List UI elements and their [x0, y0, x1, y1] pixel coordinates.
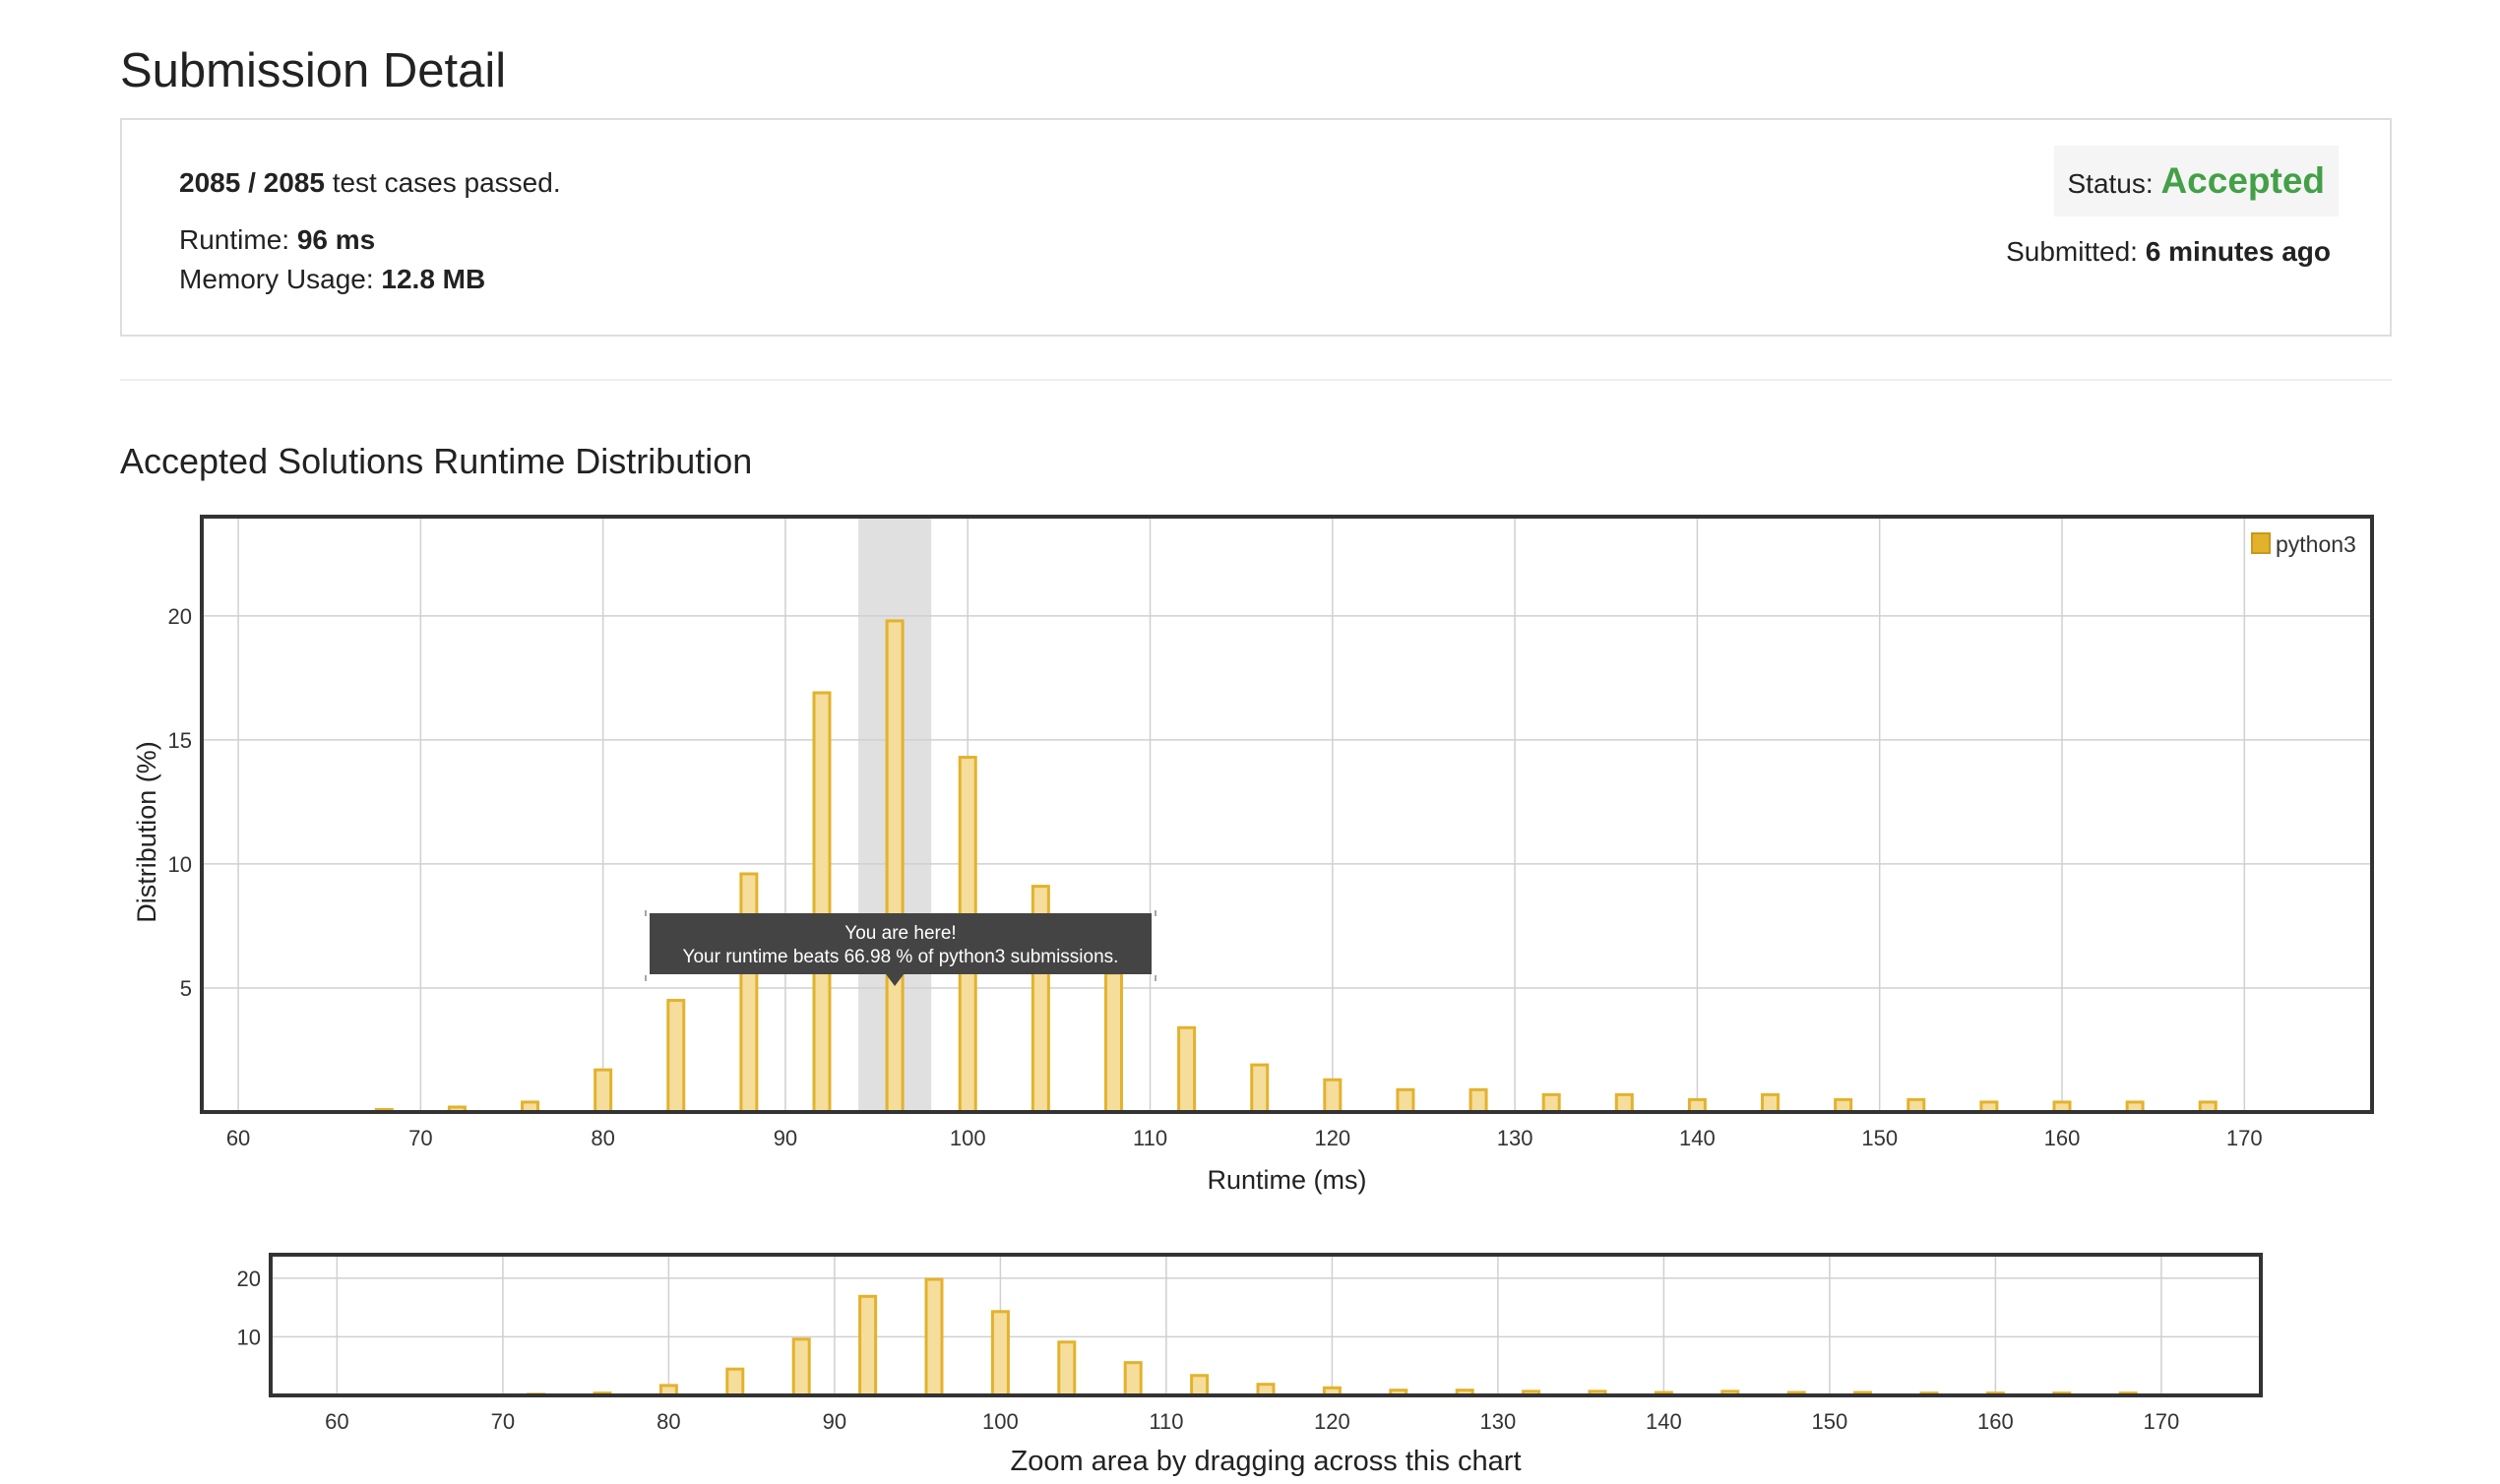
main-bar — [885, 619, 905, 1114]
tooltip-pointer — [886, 974, 905, 986]
runtime-value: 96 ms — [296, 224, 376, 255]
submitted-label: Submitted: — [2006, 236, 2146, 267]
zoom-plot-frame — [269, 1253, 2263, 1397]
main-bar — [1177, 1025, 1197, 1114]
main-x-tick-label: 100 — [950, 1126, 986, 1150]
zoom-x-tick-label: 110 — [1149, 1409, 1183, 1434]
main-bar — [1469, 1087, 1488, 1114]
main-bar — [1396, 1087, 1415, 1114]
runtime-row: Runtime: 96 ms — [179, 220, 561, 260]
zoom-bar — [858, 1294, 878, 1397]
zoom-x-tick-label: 70 — [491, 1409, 515, 1434]
test-cases-row: 2085 / 2085 test cases passed. — [179, 163, 561, 203]
main-bar — [1323, 1078, 1343, 1114]
zoom-bar — [1123, 1361, 1143, 1397]
main-y-tick-label: 10 — [168, 852, 192, 877]
zoom-x-tick-label: 60 — [325, 1409, 348, 1434]
memory-row: Memory Usage: 12.8 MB — [179, 260, 561, 299]
main-bar — [1103, 971, 1123, 1114]
main-bar — [812, 691, 832, 1114]
main-x-tick-label: 60 — [226, 1126, 250, 1150]
main-x-tick-label: 80 — [591, 1126, 614, 1150]
zoom-bar — [725, 1367, 745, 1397]
memory-value: 12.8 MB — [381, 264, 486, 294]
divider — [120, 379, 2392, 381]
zoom-x-tick-label: 170 — [2144, 1409, 2180, 1434]
main-x-tick-label: 90 — [774, 1126, 797, 1150]
main-x-tick-label: 120 — [1314, 1126, 1350, 1150]
zoom-bar — [1190, 1374, 1210, 1397]
zoom-plot-area[interactable] — [271, 1255, 2261, 1395]
test-cases-text: test cases passed. — [324, 167, 561, 198]
main-x-tick-label: 170 — [2226, 1126, 2263, 1150]
main-bar — [739, 872, 759, 1114]
legend-label: python3 — [2276, 531, 2356, 557]
zoom-x-axis-label: Zoom area by dragging across this chart — [1010, 1446, 1521, 1477]
main-bar — [666, 999, 686, 1114]
zoom-x-tick-label: 80 — [656, 1409, 680, 1434]
tooltip-text: Your runtime beats 66.98 % of python3 su… — [683, 947, 1119, 967]
tooltip-box — [650, 913, 1152, 974]
zoom-x-tick-label: 160 — [1977, 1409, 2014, 1434]
runtime-tooltip: You are here! Your runtime beats 66.98 % … — [645, 910, 1156, 986]
zoom-x-tick-label: 120 — [1314, 1409, 1350, 1434]
main-chart: 60 70 80 90 100 110 120 130 140 150 160 170 5 10 15 20 R… — [132, 515, 2374, 1195]
main-x-tick-label: 150 — [1861, 1126, 1898, 1150]
main-x-tick-label: 160 — [2044, 1126, 2081, 1150]
main-x-tick-label: 130 — [1497, 1126, 1533, 1150]
runtime-label: Runtime: — [179, 224, 297, 255]
status-box: Status: Accepted — [2053, 146, 2339, 216]
main-plot-frame — [200, 515, 2374, 1114]
tooltip-title: You are here! — [844, 923, 956, 944]
main-plot-area — [202, 517, 2372, 1112]
status-label: Status: — [2067, 168, 2161, 199]
submission-stats: 2085 / 2085 test cases passed. Runtime: … — [179, 163, 561, 299]
main-y-tick-label: 20 — [168, 604, 192, 629]
main-bar — [1614, 1092, 1634, 1114]
memory-label: Memory Usage: — [179, 264, 382, 294]
main-y-tick-label: 15 — [168, 728, 192, 753]
zoom-x-tick-label: 100 — [982, 1409, 1019, 1434]
zoom-bar — [791, 1337, 811, 1397]
test-cases-count: 2085 / 2085 — [179, 167, 325, 198]
zoom-x-tick-label: 90 — [823, 1409, 846, 1434]
chart-legend[interactable]: python3 — [2251, 531, 2356, 557]
submission-detail-panel: 2085 / 2085 test cases passed. Runtime: … — [120, 118, 2392, 337]
zoom-y-tick-label: 10 — [237, 1325, 261, 1349]
zoom-y-tick-label: 20 — [237, 1267, 261, 1291]
main-bar — [1541, 1092, 1561, 1114]
zoom-x-tick-label: 130 — [1480, 1409, 1517, 1434]
submitted-value: 6 minutes ago — [2145, 236, 2331, 267]
main-x-tick-label: 70 — [408, 1126, 432, 1150]
zoom-chart[interactable]: 60 70 80 90 100 110 120 130 140 150 160 170 10 20 Zoom… — [237, 1253, 2263, 1477]
zoom-bar — [924, 1277, 944, 1397]
main-bar — [1761, 1092, 1781, 1114]
main-bar — [1250, 1063, 1270, 1114]
section-title: Accepted Solutions Runtime Distribution — [120, 441, 753, 481]
zoom-x-tick-label: 140 — [1646, 1409, 1682, 1434]
main-x-axis-label: Runtime (ms) — [1207, 1165, 1366, 1195]
main-bar — [594, 1068, 613, 1114]
zoom-bar — [1057, 1340, 1077, 1397]
submitted-row: Submitted: 6 minutes ago — [2006, 236, 2331, 268]
main-y-axis-label: Distribution (%) — [132, 741, 161, 923]
main-y-tick-label: 5 — [180, 976, 192, 1001]
status-value: Accepted — [2160, 160, 2325, 201]
zoom-x-tick-label: 150 — [1812, 1409, 1848, 1434]
page-title: Submission Detail — [120, 44, 507, 97]
main-x-tick-label: 140 — [1679, 1126, 1716, 1150]
legend-swatch — [2251, 532, 2271, 554]
zoom-bar — [990, 1310, 1010, 1397]
main-x-tick-label: 110 — [1133, 1126, 1167, 1150]
